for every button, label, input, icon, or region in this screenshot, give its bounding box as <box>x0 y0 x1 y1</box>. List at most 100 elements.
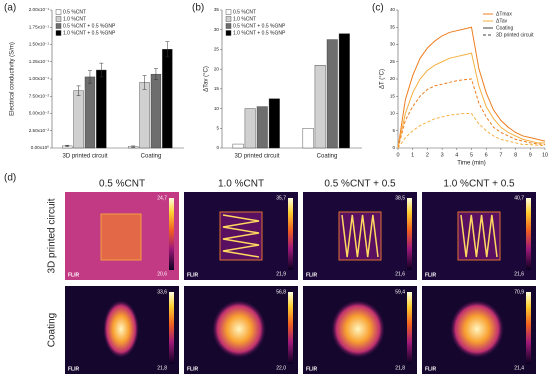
legend-label: 1.0 %CNT + 0.5 %GNP <box>63 30 116 36</box>
legend-label: 1.0 %CNT <box>233 16 256 22</box>
x-tick-label: 1 <box>411 152 414 158</box>
bar <box>326 39 338 149</box>
legend-label: ΔTmax <box>496 11 512 17</box>
y-tick-label: 5.00x10⁻² <box>29 111 50 116</box>
y-tick-label: 1.00x10⁻¹ <box>29 76 50 81</box>
y-tick-label: 30 <box>390 42 396 47</box>
hot-area <box>212 300 266 358</box>
bar <box>338 33 350 149</box>
y-tick-label: 1.25x10⁻¹ <box>29 59 50 64</box>
bar <box>73 90 84 149</box>
logo: FLIR <box>425 366 436 372</box>
y-tick-label: 35 <box>390 24 396 29</box>
y-tick-label: 20 <box>390 76 396 81</box>
colorbar-min: 21,6 <box>514 271 524 277</box>
legend-swatch <box>55 16 62 22</box>
colorbar-min: 20,6 <box>157 271 167 277</box>
bar <box>314 64 326 149</box>
error-bar <box>99 62 104 78</box>
y-tick-label: 2.50x10⁻² <box>29 128 50 133</box>
legend-swatch <box>225 9 232 15</box>
colorbar <box>169 198 174 270</box>
colorbar <box>169 292 174 364</box>
x-tick-label: 3 <box>441 152 444 158</box>
y-tick-label: 15 <box>390 93 396 98</box>
panel-label: (d) <box>4 173 16 184</box>
logo: FLIR <box>68 272 79 278</box>
colorbar <box>407 198 412 270</box>
legend-swatch <box>55 23 62 29</box>
legend-label: 3D printed circuit <box>496 32 534 38</box>
error-bar <box>87 70 92 84</box>
y-tick-label: 5 <box>216 126 219 131</box>
colorbar-min: 21,6 <box>395 271 405 277</box>
thermal-image: 24,7 20,6 FLIR <box>65 192 179 280</box>
thermal-image: 35,7 21,9 FLIR <box>184 192 298 280</box>
x-tick-label: 9 <box>529 152 532 158</box>
legend-label: 1.0 %CNT + 0.5 %GNP <box>233 30 286 36</box>
thermal-image: 56,8 22,0 FLIR <box>184 286 298 374</box>
bar <box>256 106 268 149</box>
y-tick-label: 25 <box>214 47 220 52</box>
bar <box>162 49 173 149</box>
column-header: 0.5 %CNT <box>99 179 145 190</box>
error-bar <box>153 68 158 80</box>
line <box>397 113 546 149</box>
colorbar-max: 59,4 <box>395 289 405 295</box>
colorbar-max: 56,8 <box>276 289 286 295</box>
column-header: 0.5 %CNT + 0.5 <box>324 179 396 190</box>
colorbar <box>288 292 293 364</box>
bar <box>244 108 256 149</box>
x-tick-label: 7 <box>499 152 502 158</box>
y-tick-label: 35 <box>214 7 220 12</box>
x-tick-label: 10 <box>542 152 548 158</box>
colorbar-min: 22,0 <box>276 365 286 371</box>
heating-trace <box>460 214 498 258</box>
colorbar <box>526 292 531 364</box>
error-bar <box>165 41 170 58</box>
y-tick-label: 2.00x10⁻¹ <box>29 7 50 12</box>
hot-area <box>100 213 142 261</box>
x-tick-label: 0 <box>396 152 399 158</box>
error-bar <box>76 85 81 96</box>
x-tick-label: 4 <box>455 152 458 158</box>
hot-area <box>450 300 504 358</box>
x-tick-label: 3D printed circuit <box>62 154 107 160</box>
line <box>397 78 546 149</box>
heating-trace <box>341 214 379 258</box>
thermal-image: 70,9 21,4 FLIR <box>422 286 536 374</box>
logo: FLIR <box>306 366 317 372</box>
legend-swatch <box>55 9 62 15</box>
legend-label: ΔTav <box>496 18 508 24</box>
logo: FLIR <box>306 272 317 278</box>
y-tick-label: 7.50x10⁻² <box>29 93 50 98</box>
y-tick-label: 20 <box>214 66 220 71</box>
logo: FLIR <box>68 366 79 372</box>
logo: FLIR <box>425 272 436 278</box>
legend-label: 0.5 %CNT + 0.5 %GNP <box>63 23 116 29</box>
line <box>397 52 545 149</box>
colorbar <box>526 198 531 270</box>
x-tick-label: Coating <box>141 154 162 160</box>
logo: FLIR <box>187 272 198 278</box>
colorbar-max: 35,7 <box>276 195 286 201</box>
y-tick-label: 15 <box>214 86 220 91</box>
hot-area <box>103 300 139 358</box>
x-tick-label: 6 <box>485 152 488 158</box>
panel-label: (b) <box>192 3 204 14</box>
y-tick-label: 0.00x10⁰ <box>31 145 49 150</box>
colorbar <box>407 292 412 364</box>
y-tick-label: 10 <box>390 111 396 116</box>
y-axis-label: ΔTav (°C) <box>204 66 210 92</box>
thermal-image: 33,6 21,8 FLIR <box>65 286 179 374</box>
error-bar <box>131 145 136 148</box>
y-axis-label: ΔT (°C) <box>380 69 386 89</box>
bar <box>139 82 150 149</box>
colorbar-min: 21,4 <box>514 365 524 371</box>
line <box>397 26 546 149</box>
column-header: 1.0 %CNT + 0.5 <box>443 179 515 190</box>
colorbar-max: 40,7 <box>514 195 524 201</box>
heating-trace <box>222 214 260 258</box>
y-axis-label: Electrical conductivity (S/m) <box>10 42 16 116</box>
